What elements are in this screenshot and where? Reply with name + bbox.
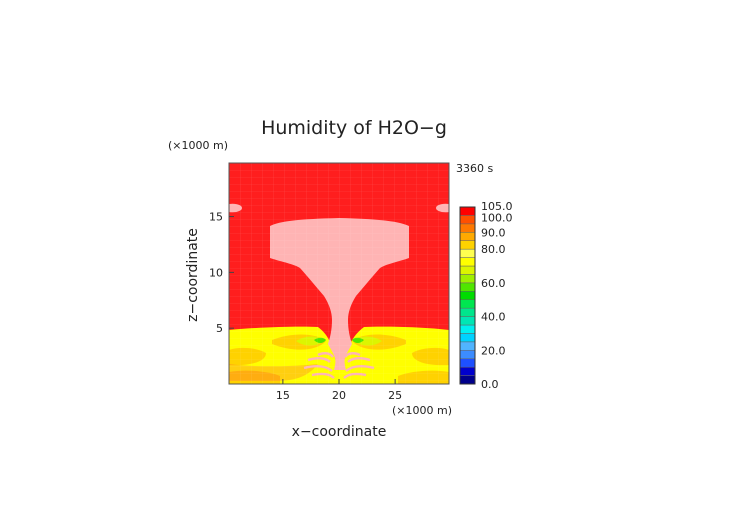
x-axis-ticks: 15 20 25 [276, 379, 402, 402]
time-label: 3360 s [456, 162, 493, 175]
colorbar-swatch [459, 274, 476, 284]
colorbar-tick-label: 100.0 [481, 211, 513, 224]
colorbar-tick-label: 80.0 [481, 243, 506, 256]
colorbar-swatch [459, 350, 476, 359]
colorbar-swatch [459, 324, 476, 334]
colorbar-tick-label: 20.0 [481, 344, 506, 357]
x-unit-label: (×1000 m) [392, 404, 452, 417]
y-tick-label: 10 [209, 266, 223, 279]
colorbar-swatch [459, 232, 476, 241]
colorbar-swatch [459, 240, 476, 250]
grid-overlay [229, 163, 449, 384]
x-tick-label: 20 [332, 389, 346, 402]
x-tick-label: 15 [276, 389, 290, 402]
colorbar-swatch [459, 316, 476, 326]
colorbar-tick-label: 60.0 [481, 277, 506, 290]
colorbar-swatch [459, 206, 476, 216]
colorbar-tick-label: 40.0 [481, 311, 506, 324]
y-axis-ticks: 5 10 15 [209, 211, 234, 335]
colorbar-swatch [459, 291, 476, 300]
colorbar-swatch [459, 307, 476, 317]
colorbar-swatch [459, 215, 476, 225]
colorbar-swatch [459, 248, 476, 258]
humidity-contour-plot [229, 163, 449, 384]
x-axis-label: x−coordinate [292, 424, 387, 440]
colorbar-tick-label: 0.0 [481, 378, 499, 391]
colorbar-tick-label: 90.0 [481, 226, 506, 239]
colorbar-swatch [459, 333, 476, 343]
y-tick-label: 15 [209, 211, 223, 224]
colorbar-frame [459, 206, 476, 385]
x-tick-label: 25 [388, 389, 402, 402]
chart-title: Humidity of H2O−g [261, 117, 447, 139]
colorbar-swatch [459, 375, 476, 385]
colorbar-swatch [459, 223, 476, 233]
colorbar-swatch [459, 299, 476, 309]
colorbar-swatch [459, 257, 476, 267]
colorbar-swatch [459, 366, 476, 376]
colorbar-swatch [459, 282, 476, 292]
colorbar-swatch [459, 265, 476, 275]
colorbar-tick-label: 105.0 [481, 200, 513, 213]
y-tick-label: 5 [216, 322, 223, 335]
y-unit-label: (×1000 m) [168, 139, 228, 152]
colorbar-swatch [459, 358, 476, 368]
y-axis-label: z−coordinate [185, 228, 201, 322]
colorbar-swatch [459, 341, 476, 351]
